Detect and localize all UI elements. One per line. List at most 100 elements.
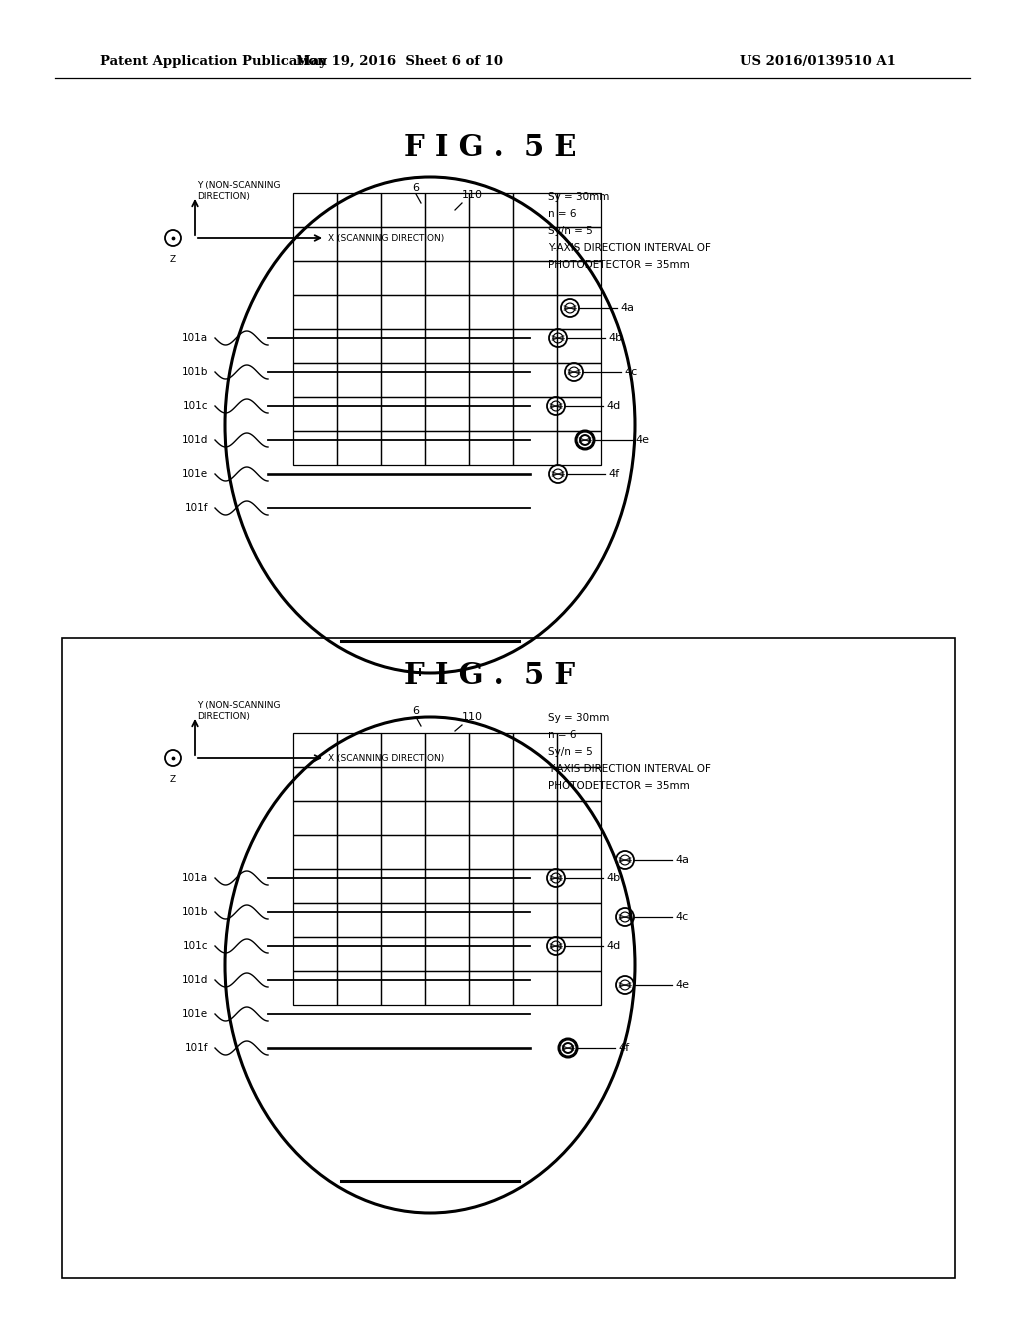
- Text: X (SCANNING DIRECTION): X (SCANNING DIRECTION): [328, 755, 444, 763]
- Bar: [381, 937, 425, 972]
- Bar: [557, 329, 601, 363]
- Text: 4e: 4e: [675, 979, 689, 990]
- Bar: [337, 836, 381, 869]
- Text: 4b: 4b: [606, 873, 621, 883]
- Bar: [557, 227, 601, 261]
- Text: Sy = 30mm: Sy = 30mm: [548, 713, 609, 723]
- Bar: [557, 972, 601, 1005]
- Text: Z: Z: [170, 775, 176, 784]
- Text: Sy = 30mm: Sy = 30mm: [548, 191, 609, 202]
- Bar: [337, 869, 381, 903]
- Bar: [425, 801, 469, 836]
- Bar: [381, 227, 425, 261]
- Bar: [381, 869, 425, 903]
- Bar: [293, 193, 337, 227]
- Text: 4d: 4d: [606, 401, 621, 411]
- Text: 4b: 4b: [608, 333, 623, 343]
- Bar: [381, 397, 425, 432]
- Bar: [513, 261, 557, 294]
- Bar: [381, 329, 425, 363]
- Bar: [62, 638, 955, 1278]
- Text: X (SCANNING DIRECTION): X (SCANNING DIRECTION): [328, 235, 444, 243]
- Bar: [337, 294, 381, 329]
- Bar: [337, 261, 381, 294]
- Text: 101f: 101f: [184, 503, 208, 513]
- Bar: [513, 836, 557, 869]
- Bar: [425, 836, 469, 869]
- Bar: [293, 227, 337, 261]
- Bar: [557, 193, 601, 227]
- Bar: [425, 767, 469, 801]
- Bar: [293, 329, 337, 363]
- Bar: [293, 261, 337, 294]
- Bar: [425, 329, 469, 363]
- Bar: [513, 767, 557, 801]
- Bar: [425, 733, 469, 767]
- Bar: [381, 261, 425, 294]
- Text: Sy/n = 5: Sy/n = 5: [548, 226, 593, 236]
- Bar: [381, 972, 425, 1005]
- Bar: [337, 397, 381, 432]
- Bar: [425, 363, 469, 397]
- Text: 101d: 101d: [181, 436, 208, 445]
- Bar: [293, 397, 337, 432]
- Bar: [469, 432, 513, 465]
- Text: Y (NON-SCANNING
DIRECTION): Y (NON-SCANNING DIRECTION): [197, 701, 281, 722]
- Bar: [293, 972, 337, 1005]
- Text: Y-AXIS DIRECTION INTERVAL OF: Y-AXIS DIRECTION INTERVAL OF: [548, 764, 711, 774]
- Bar: [557, 733, 601, 767]
- Text: 101d: 101d: [181, 975, 208, 985]
- Bar: [469, 972, 513, 1005]
- Text: 4e: 4e: [635, 436, 649, 445]
- Bar: [469, 767, 513, 801]
- Bar: [337, 432, 381, 465]
- Bar: [337, 767, 381, 801]
- Text: 110: 110: [462, 711, 483, 722]
- Text: Y-AXIS DIRECTION INTERVAL OF: Y-AXIS DIRECTION INTERVAL OF: [548, 243, 711, 253]
- Bar: [425, 432, 469, 465]
- Bar: [557, 903, 601, 937]
- Text: 6: 6: [413, 706, 420, 715]
- Bar: [469, 903, 513, 937]
- Bar: [469, 937, 513, 972]
- Bar: [293, 767, 337, 801]
- Text: Patent Application Publication: Patent Application Publication: [100, 55, 327, 69]
- Bar: [469, 397, 513, 432]
- Bar: [381, 363, 425, 397]
- Text: 4f: 4f: [608, 469, 620, 479]
- Text: May 19, 2016  Sheet 6 of 10: May 19, 2016 Sheet 6 of 10: [297, 55, 504, 69]
- Bar: [513, 903, 557, 937]
- Bar: [513, 329, 557, 363]
- Bar: [513, 397, 557, 432]
- Bar: [469, 227, 513, 261]
- Bar: [425, 397, 469, 432]
- Bar: [425, 193, 469, 227]
- Bar: [381, 767, 425, 801]
- Bar: [293, 363, 337, 397]
- Bar: [337, 733, 381, 767]
- Bar: [513, 363, 557, 397]
- Bar: [425, 294, 469, 329]
- Bar: [293, 801, 337, 836]
- Bar: [425, 972, 469, 1005]
- Text: n = 6: n = 6: [548, 209, 577, 219]
- Bar: [513, 733, 557, 767]
- Text: 101c: 101c: [182, 401, 208, 411]
- Bar: [469, 363, 513, 397]
- Bar: [469, 294, 513, 329]
- Bar: [557, 294, 601, 329]
- Bar: [337, 937, 381, 972]
- Bar: [381, 836, 425, 869]
- Bar: [293, 869, 337, 903]
- Bar: [337, 972, 381, 1005]
- Text: US 2016/0139510 A1: US 2016/0139510 A1: [740, 55, 896, 69]
- Bar: [337, 801, 381, 836]
- Text: Z: Z: [170, 255, 176, 264]
- Text: PHOTODETECTOR = 35mm: PHOTODETECTOR = 35mm: [548, 260, 690, 271]
- Text: 101e: 101e: [182, 1008, 208, 1019]
- Bar: [337, 193, 381, 227]
- Bar: [557, 261, 601, 294]
- Bar: [337, 329, 381, 363]
- Bar: [381, 432, 425, 465]
- Bar: [425, 903, 469, 937]
